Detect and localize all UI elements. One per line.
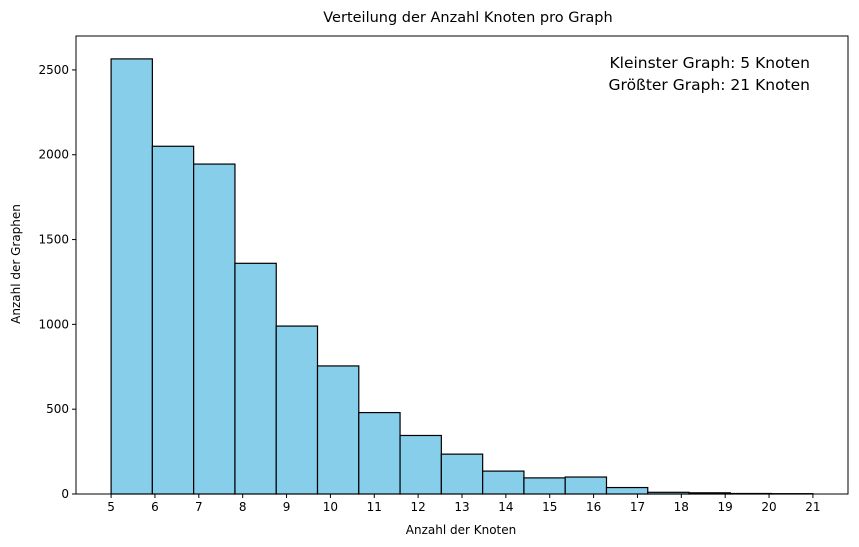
- histogram-bar-5: [275, 325, 319, 495]
- histogram-bar-2: [151, 145, 195, 495]
- histogram-bar-10: [482, 470, 525, 495]
- annotation-smallest-graph: Kleinster Graph: 5 Knoten: [609, 54, 810, 72]
- x-tick-label: 8: [239, 500, 247, 514]
- x-tick-label: 13: [454, 500, 469, 514]
- y-tick-label: 0: [61, 487, 69, 501]
- histogram-bar-8: [399, 434, 442, 495]
- histogram-bar-6: [316, 365, 360, 495]
- x-tick-label: 7: [195, 500, 203, 514]
- x-tick-label: 10: [323, 500, 338, 514]
- x-tick-label: 9: [283, 500, 291, 514]
- x-tick-label: 14: [498, 500, 513, 514]
- y-axis: 0 500 1000 1500 2000 2500: [38, 63, 76, 501]
- y-axis-label: Anzahl der Graphen: [9, 204, 23, 324]
- x-axis-label: Anzahl der Knoten: [406, 523, 516, 537]
- chart-title: Verteilung der Anzahl Knoten pro Graph: [323, 10, 612, 26]
- histogram-bar-9: [440, 453, 484, 495]
- histogram-bar-12: [564, 476, 608, 495]
- histogram-bar-15: [688, 492, 731, 495]
- histogram-bar-1: [110, 58, 153, 495]
- x-tick-label: 20: [761, 500, 776, 514]
- y-tick-label: 2500: [38, 63, 69, 77]
- x-tick-label: 18: [674, 500, 689, 514]
- annotation-largest-graph: Größter Graph: 21 Knoten: [609, 76, 810, 94]
- x-tick-label: 15: [542, 500, 557, 514]
- histogram-bar-4: [234, 262, 277, 495]
- x-tick-label: 12: [410, 500, 425, 514]
- y-tick-label: 2000: [38, 148, 69, 162]
- histogram-bar-3: [193, 163, 236, 495]
- histogram-bar-14: [647, 491, 690, 495]
- x-axis: 5 6 7 8 9 10 11 12 13 14 15 16 17 18 19 20 21: [107, 494, 821, 514]
- x-tick-label: 11: [367, 500, 382, 514]
- y-tick-label: 1000: [38, 317, 69, 331]
- x-tick-label: 16: [586, 500, 601, 514]
- y-tick-label: 1500: [38, 233, 69, 247]
- histogram-bar-13: [605, 486, 649, 495]
- x-tick-label: 5: [107, 500, 115, 514]
- x-tick-label: 6: [151, 500, 159, 514]
- histogram-bar-7: [358, 411, 401, 495]
- bars: [110, 58, 814, 495]
- x-tick-label: 19: [718, 500, 733, 514]
- x-tick-label: 17: [630, 500, 645, 514]
- histogram-bar-16: [729, 492, 773, 495]
- x-tick-label: 21: [805, 500, 820, 514]
- y-tick-label: 500: [46, 402, 69, 416]
- histogram-bar-11: [523, 477, 566, 495]
